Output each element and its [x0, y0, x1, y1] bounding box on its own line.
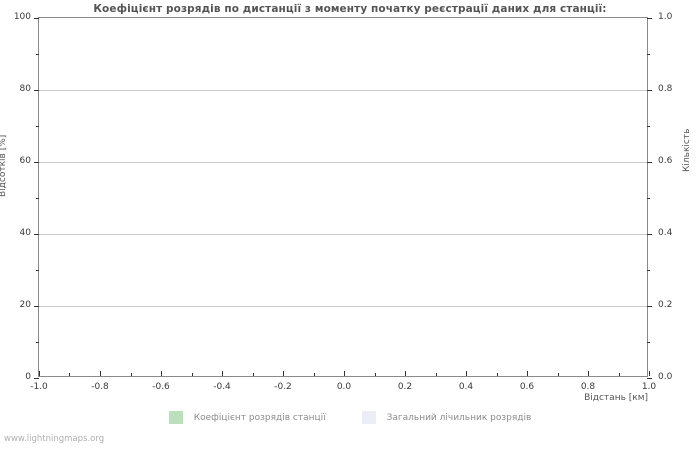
gridline-horizontal	[39, 306, 647, 307]
y-tick-label-right: 0.4	[658, 228, 673, 238]
x-tick-major	[100, 371, 101, 376]
x-tick-minor	[375, 373, 376, 376]
x-tick-minor	[314, 373, 315, 376]
x-tick-minor	[619, 373, 620, 376]
x-tick-label: -1.0	[30, 382, 48, 392]
y-tick-major-left	[34, 378, 39, 379]
y-tick-major-left	[34, 18, 39, 19]
x-tick-label: -0.6	[152, 382, 170, 392]
x-tick-minor	[253, 373, 254, 376]
gridline-horizontal	[39, 162, 647, 163]
gridline-horizontal	[39, 90, 647, 91]
x-tick-minor	[558, 373, 559, 376]
x-tick-label: 0.6	[519, 382, 535, 392]
y-tick-minor-left	[36, 198, 39, 199]
y-tick-label-right: 0.8	[658, 84, 673, 94]
y-tick-major-right	[647, 306, 652, 307]
legend-swatch-total-counter	[361, 411, 376, 424]
x-tick-minor	[69, 373, 70, 376]
legend-item-station-rate[interactable]: Коефіцієнт розрядів станції	[168, 411, 326, 424]
y-tick-major-left	[34, 234, 39, 235]
y-tick-label-left: 80	[19, 84, 31, 94]
gridline-horizontal	[39, 234, 647, 235]
y-tick-minor-right	[647, 270, 650, 271]
y-tick-label-left: 100	[13, 12, 31, 22]
y-tick-major-right	[647, 162, 652, 163]
x-tick-major	[344, 371, 345, 376]
y-tick-major-left	[34, 162, 39, 163]
legend-item-total-counter[interactable]: Загальний лічильник розрядів	[361, 411, 532, 424]
x-tick-label: 0.2	[397, 382, 413, 392]
y-axis-label-left: Відсотків [%]	[0, 134, 8, 197]
x-tick-label: 0.8	[580, 382, 596, 392]
y-tick-minor-right	[647, 342, 650, 343]
x-tick-label: -0.8	[91, 382, 109, 392]
x-tick-label: 0.0	[336, 382, 352, 392]
y-tick-minor-left	[36, 126, 39, 127]
x-tick-label: 0.4	[458, 382, 474, 392]
y-tick-minor-left	[36, 342, 39, 343]
y-tick-major-left	[34, 306, 39, 307]
y-tick-major-right	[647, 378, 652, 379]
y-tick-minor-left	[36, 54, 39, 55]
y-tick-label-right: 0.0	[658, 372, 673, 382]
y-tick-major-left	[34, 90, 39, 91]
x-tick-minor	[131, 373, 132, 376]
x-tick-major	[161, 371, 162, 376]
legend-label-station-rate: Коефіцієнт розрядів станції	[193, 412, 326, 423]
x-tick-minor	[497, 373, 498, 376]
x-tick-label: -0.2	[274, 382, 292, 392]
plot-frame: 0 20 40 60 80 100 0.0 0.2 0.4 0.6 0.8 1.0 -1.0 -0.8 -0…	[14, 12, 673, 392]
watermark-text: www.lightningmaps.org	[4, 434, 105, 444]
y-axis-label-right: Кількість	[682, 128, 692, 172]
x-tick-major	[39, 371, 40, 376]
y-tick-minor-left	[36, 270, 39, 271]
chart-title: Коефіцієнт розрядів по дистанції з момен…	[93, 3, 607, 15]
y-tick-label-left: 40	[19, 228, 31, 238]
chart-legend: Коефіцієнт розрядів станції Загальний лі…	[0, 411, 700, 424]
x-tick-major	[588, 371, 589, 376]
x-tick-major	[283, 371, 284, 376]
y-tick-label-left: 60	[19, 156, 31, 166]
legend-label-total-counter: Загальний лічильник розрядів	[386, 412, 532, 423]
y-tick-label-left: 20	[19, 300, 31, 310]
plot-area	[39, 18, 647, 376]
y-tick-minor-right	[647, 54, 650, 55]
x-tick-minor	[436, 373, 437, 376]
x-tick-major	[649, 371, 650, 376]
y-tick-major-right	[647, 18, 652, 19]
y-tick-major-right	[647, 90, 652, 91]
x-axis-label: Відстань [км]	[584, 393, 648, 403]
y-tick-label-right: 0.6	[658, 156, 673, 166]
y-tick-label-right: 1.0	[658, 12, 673, 22]
legend-swatch-station-rate	[168, 411, 183, 424]
x-tick-minor	[192, 373, 193, 376]
y-tick-label-left: 0	[25, 372, 31, 382]
x-tick-major	[527, 371, 528, 376]
x-tick-label: -0.4	[213, 382, 231, 392]
x-tick-label: 1.0	[641, 382, 657, 392]
x-tick-major	[405, 371, 406, 376]
y-tick-minor-right	[647, 126, 650, 127]
y-tick-label-right: 0.2	[658, 300, 673, 310]
y-tick-minor-right	[647, 198, 650, 199]
x-tick-major	[222, 371, 223, 376]
x-tick-major	[466, 371, 467, 376]
y-tick-major-right	[647, 234, 652, 235]
